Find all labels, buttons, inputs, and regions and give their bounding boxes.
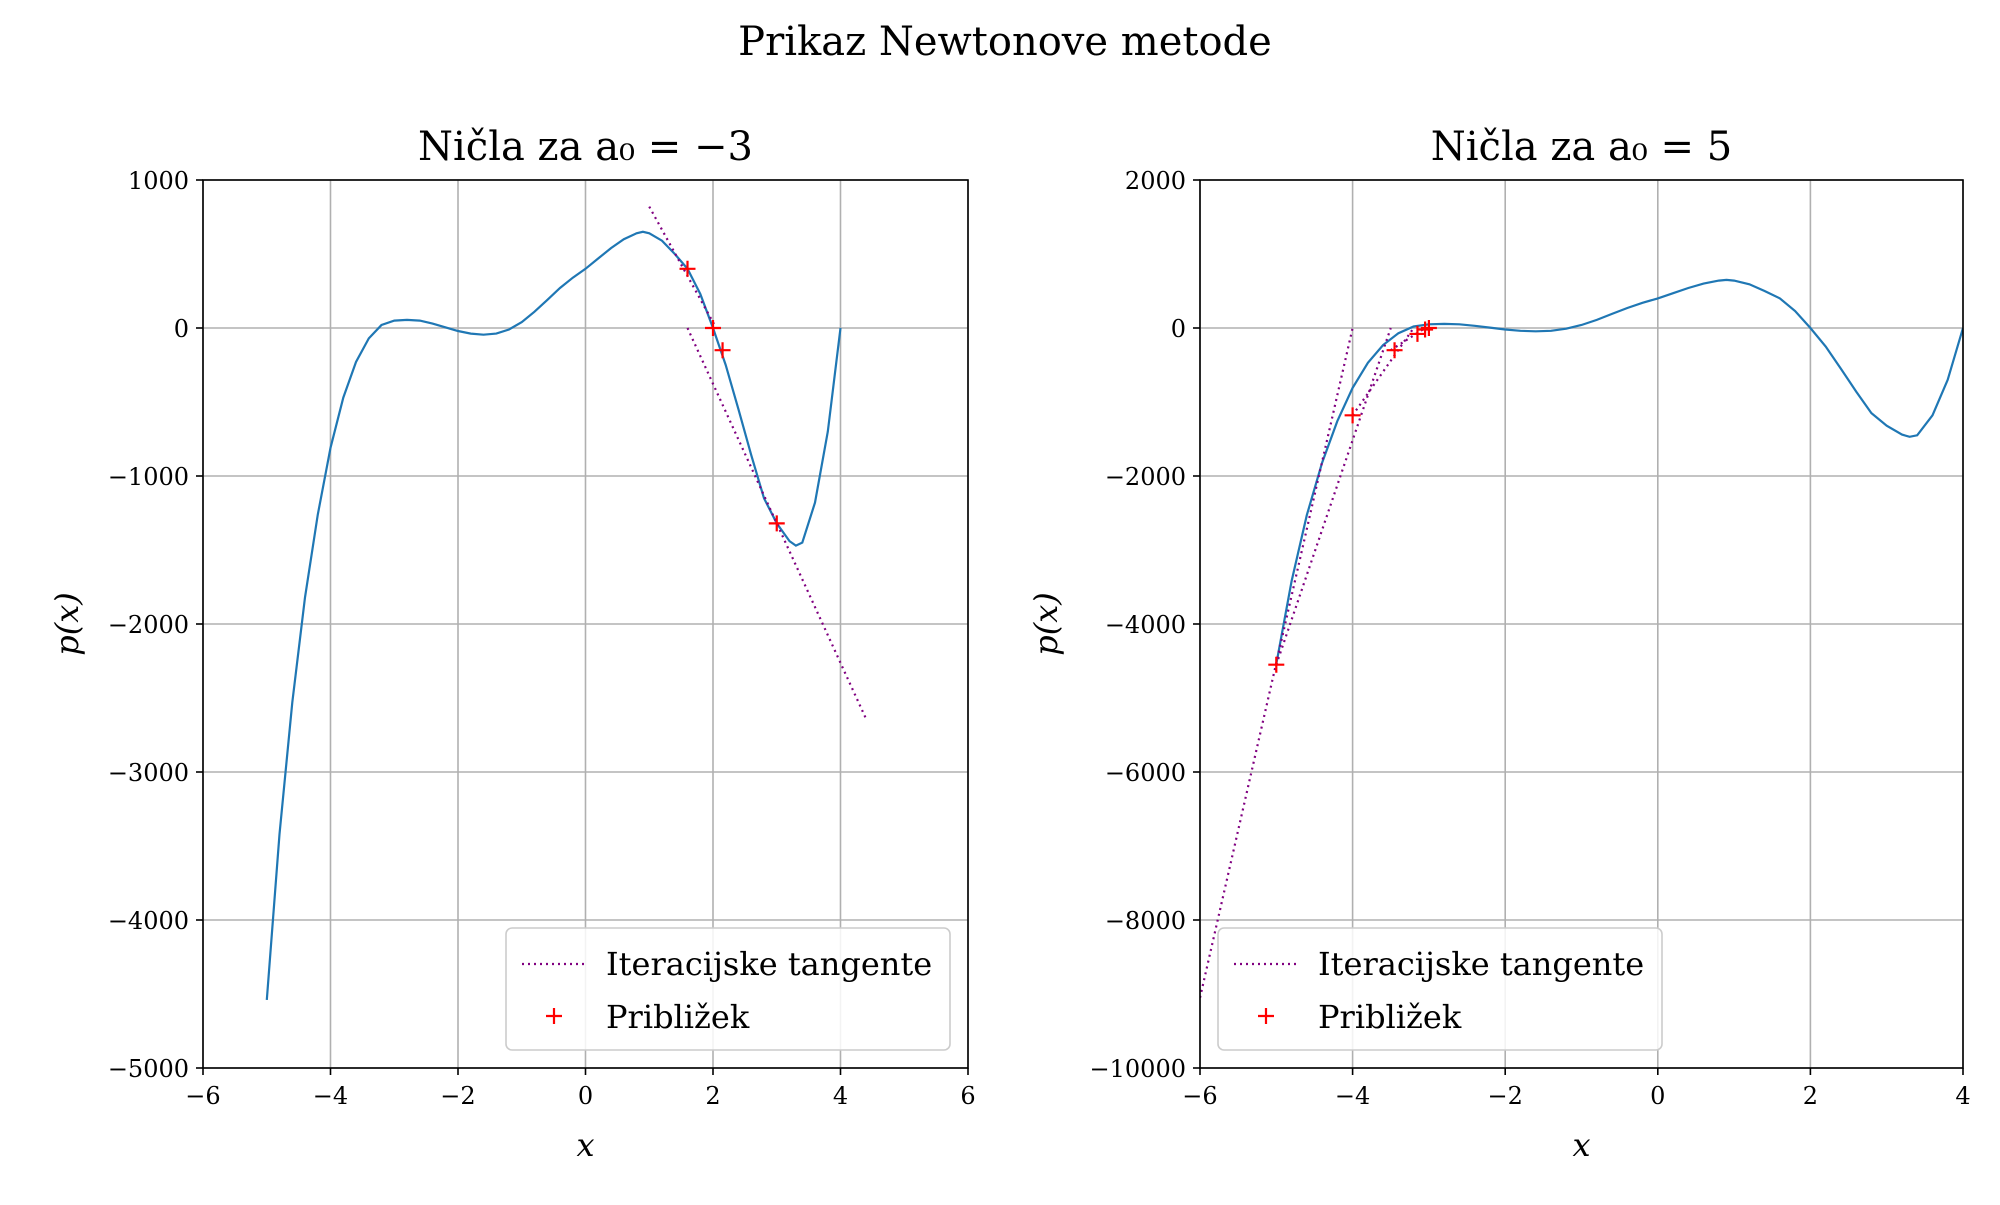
axes-left: −6 −4 −2 0 2 4 6 −5000 −4000 −3000 −2000 −1000 0 1000…	[48, 124, 976, 1164]
polynomial-curve	[1275, 278, 1963, 665]
y-tick-label: −3000	[108, 759, 189, 787]
x-tick-label: −4	[1335, 1082, 1370, 1110]
y-tick-label: 2000	[1125, 167, 1186, 195]
approximation-marker	[768, 515, 785, 532]
legend-label-tangents: Iteracijske tangente	[1318, 945, 1644, 983]
tangent-line	[1275, 327, 1392, 666]
y-tick-label: −4000	[1105, 611, 1186, 639]
legend-box	[505, 927, 951, 1051]
approximation-marker	[705, 320, 721, 336]
y-tick-label: −5000	[108, 1055, 189, 1083]
tangent-line	[648, 206, 718, 329]
y-tick-label: −4000	[108, 907, 189, 935]
tangent-line	[1390, 327, 1426, 352]
x-tick-label: −6	[1182, 1082, 1217, 1110]
plot-area	[1200, 278, 1963, 998]
approximation-marker	[679, 260, 696, 277]
y-tick-label: −8000	[1105, 907, 1186, 935]
x-axis-label: x	[1572, 1126, 1590, 1164]
y-tick-label: 0	[174, 315, 189, 343]
y-tick-label: −1000	[108, 463, 189, 491]
x-tick-label: 6	[960, 1082, 975, 1110]
x-tick-label: −6	[185, 1082, 220, 1110]
approximation-marker	[1386, 342, 1403, 359]
approximation-marker	[1417, 321, 1434, 338]
y-tick-label: −2000	[108, 611, 189, 639]
axes-title: Ničla za a₀ = 5	[1431, 124, 1732, 170]
axes-title: Ničla za a₀ = −3	[418, 124, 753, 170]
x-tick-label: −2	[1488, 1082, 1523, 1110]
approximation-marker	[1420, 320, 1437, 336]
approximation-marker	[1268, 656, 1285, 673]
x-tick-label: 2	[705, 1082, 720, 1110]
x-tick-label: 4	[833, 1082, 848, 1110]
approximation-marker	[714, 342, 731, 359]
approximation-marker	[1344, 407, 1361, 424]
x-tick-label: 0	[578, 1082, 593, 1110]
plot-area	[265, 206, 868, 1000]
y-tick-label: −2000	[1105, 463, 1186, 491]
legend-label-approximation: Približek	[1318, 998, 1462, 1036]
legend-label-approximation: Približek	[606, 998, 750, 1036]
x-tick-label: 2	[1803, 1082, 1818, 1110]
legend-box	[1217, 927, 1663, 1051]
y-axis-label: p(x)	[48, 592, 86, 656]
x-tick-label: 4	[1955, 1082, 1970, 1110]
y-tick-label: 0	[1171, 315, 1186, 343]
figure-suptitle: Prikaz Newtonove metode	[738, 19, 1272, 65]
legend: Iteracijske tangente Približek	[505, 927, 951, 1051]
x-tick-label: −2	[440, 1082, 475, 1110]
legend-label-tangents: Iteracijske tangente	[606, 945, 932, 983]
x-tick-label: −4	[313, 1082, 348, 1110]
legend: Iteracijske tangente Približek	[1217, 927, 1663, 1051]
polynomial-curve	[265, 230, 842, 1000]
x-axis-label: x	[576, 1126, 594, 1164]
x-tick-label: 0	[1650, 1082, 1665, 1110]
axes-right: −6 −4 −2 0 2 4 −10000 −8000 −6000 −4000 −2000 0 2000…	[1027, 124, 1971, 1164]
legend-marker-swatch	[1258, 1008, 1274, 1024]
y-tick-label: 1000	[128, 167, 189, 195]
y-axis-label: p(x)	[1027, 592, 1065, 656]
y-tick-label: −10000	[1090, 1055, 1186, 1083]
y-tick-label: −6000	[1105, 759, 1186, 787]
legend-marker-swatch	[546, 1008, 562, 1024]
